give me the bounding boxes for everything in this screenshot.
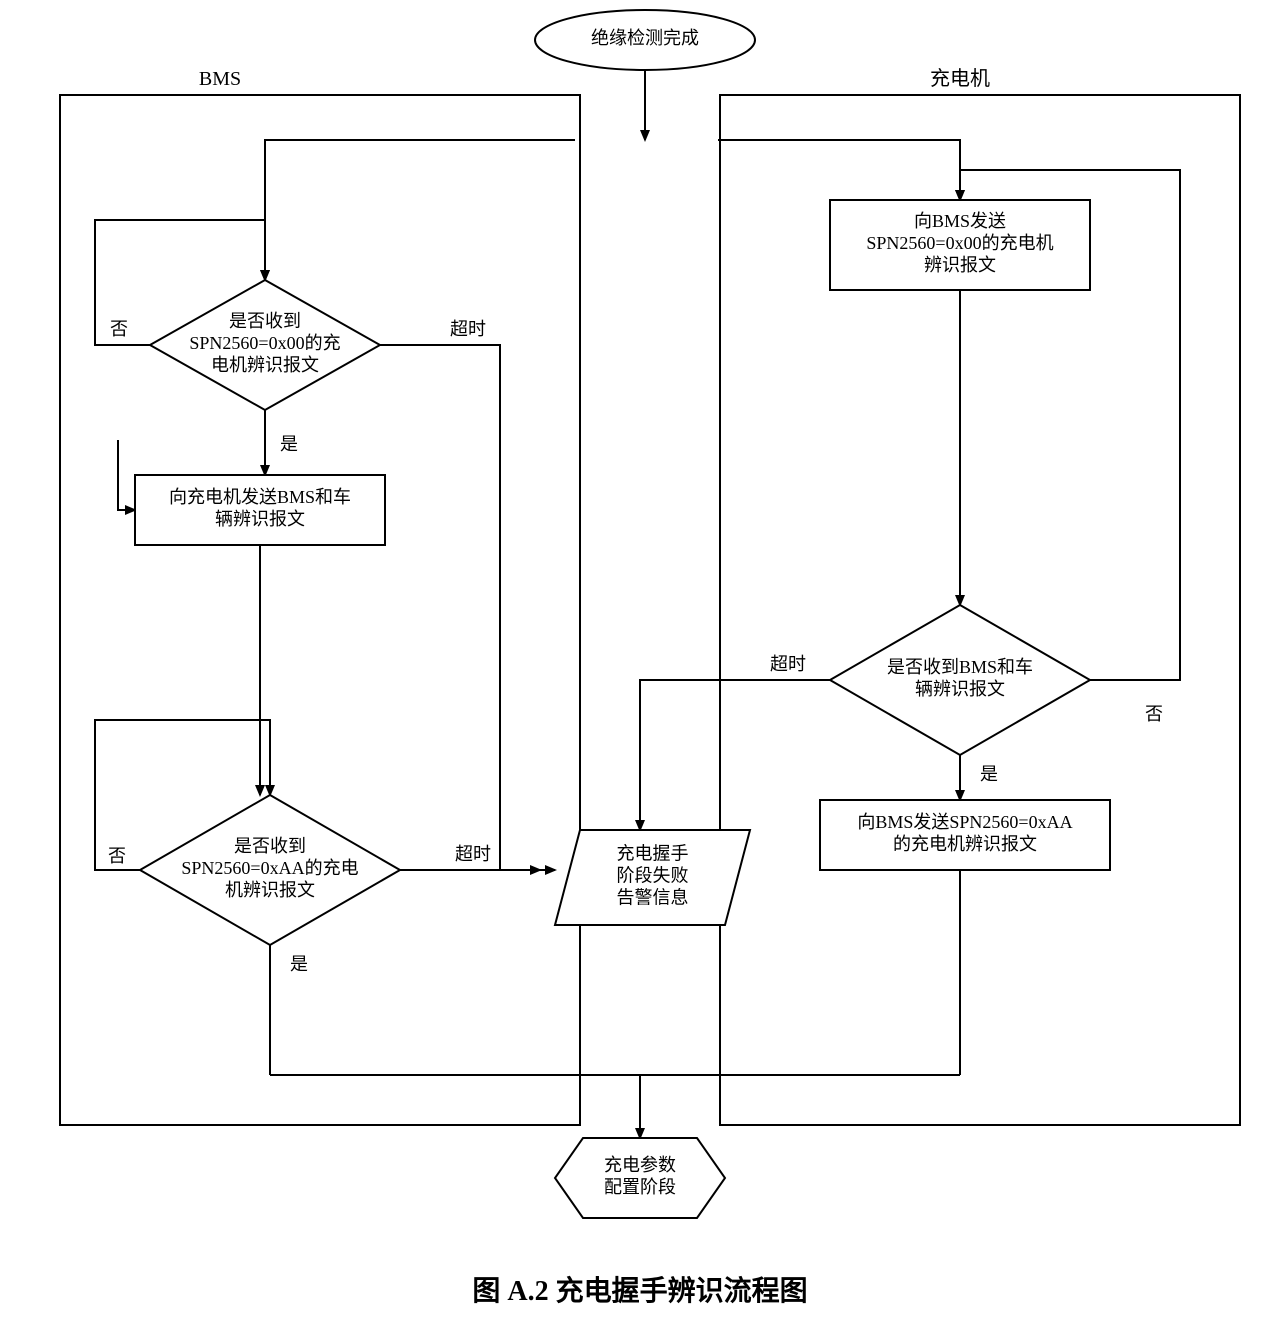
figure-caption: 图 A.2 充电握手辨识流程图 — [472, 1274, 807, 1307]
svg-text:绝缘检测完成: 绝缘检测完成 — [591, 28, 699, 48]
edge-label-14: 超时 — [770, 654, 806, 674]
node-p_chg1: 向BMS发送SPN2560=0x00的充电机辨识报文 — [830, 200, 1090, 290]
edge-6 — [118, 440, 135, 510]
node-p1: 向充电机发送BMS和车辆辨识报文 — [135, 475, 385, 545]
edge-1 — [265, 140, 575, 280]
svg-text:是否收到: 是否收到 — [229, 311, 301, 331]
svg-text:是否收到BMS和车: 是否收到BMS和车 — [887, 657, 1033, 677]
edge-label-8: 超时 — [450, 319, 486, 339]
edge-label-10: 超时 — [455, 844, 491, 864]
svg-text:的充电机辨识报文: 的充电机辨识报文 — [893, 834, 1037, 854]
node-start: 绝缘检测完成 — [535, 10, 755, 70]
svg-text:向BMS发送SPN2560=0xAA: 向BMS发送SPN2560=0xAA — [857, 812, 1072, 832]
svg-text:机辨识报文: 机辨识报文 — [225, 880, 315, 900]
bms-container — [60, 95, 580, 1125]
edge-8 — [380, 345, 555, 870]
svg-text:是否收到: 是否收到 — [234, 836, 306, 856]
svg-text:电机辨识报文: 电机辨识报文 — [211, 355, 319, 375]
svg-text:SPN2560=0x00的充电机: SPN2560=0x00的充电机 — [866, 233, 1053, 253]
svg-text:SPN2560=0x00的充: SPN2560=0x00的充 — [189, 333, 340, 353]
svg-text:配置阶段: 配置阶段 — [604, 1177, 676, 1197]
svg-text:辆辨识报文: 辆辨识报文 — [915, 679, 1005, 699]
flowchart-diagram: BMS充电机 否是超时否超时是否超时是 绝缘检测完成是否收到SPN2560=0x… — [0, 0, 1280, 1337]
svg-text:阶段失败: 阶段失败 — [617, 866, 689, 886]
svg-text:辨识报文: 辨识报文 — [924, 255, 996, 275]
charger-label: 充电机 — [930, 67, 990, 90]
edge-label-13: 否 — [1145, 704, 1163, 724]
svg-text:辆辨识报文: 辆辨识报文 — [215, 509, 305, 529]
edge-14 — [640, 680, 830, 830]
edge-label-3: 否 — [110, 319, 128, 339]
svg-text:充电参数: 充电参数 — [604, 1155, 676, 1175]
svg-text:向充电机发送BMS和车: 向充电机发送BMS和车 — [169, 487, 351, 507]
edge-label-9: 否 — [108, 846, 126, 866]
edge-label-4: 是 — [280, 434, 298, 454]
bms-label: BMS — [199, 68, 241, 90]
edge-2 — [718, 140, 960, 200]
node-warn: 充电握手阶段失败告警信息 — [555, 830, 750, 925]
node-d_chg: 是否收到BMS和车辆辨识报文 — [830, 605, 1090, 755]
edge-label-15: 是 — [980, 764, 998, 784]
svg-text:SPN2560=0xAA的充电: SPN2560=0xAA的充电 — [181, 858, 358, 878]
node-p_chg2: 向BMS发送SPN2560=0xAA的充电机辨识报文 — [820, 800, 1110, 870]
node-d1: 是否收到SPN2560=0x00的充电机辨识报文 — [150, 280, 380, 410]
svg-text:告警信息: 告警信息 — [617, 888, 689, 908]
edge-label-11: 是 — [290, 954, 308, 974]
svg-text:向BMS发送: 向BMS发送 — [914, 211, 1006, 231]
node-end: 充电参数配置阶段 — [555, 1138, 725, 1218]
svg-text:充电握手: 充电握手 — [617, 844, 689, 864]
node-d2: 是否收到SPN2560=0xAA的充电机辨识报文 — [140, 795, 400, 945]
